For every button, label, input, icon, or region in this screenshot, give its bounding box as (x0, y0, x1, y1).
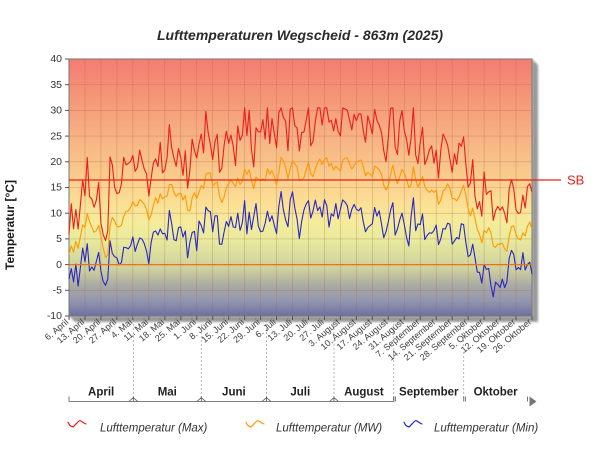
svg-text:Lufttemperatur (Max): Lufttemperatur (Max) (100, 423, 208, 435)
svg-text:30: 30 (50, 105, 62, 117)
svg-text:Lufttemperatur (Min): Lufttemperatur (Min) (434, 423, 538, 435)
svg-text:0: 0 (56, 259, 62, 271)
svg-text:10: 10 (50, 207, 62, 219)
svg-text:40: 40 (50, 53, 62, 65)
svg-text:Juni: Juni (222, 387, 246, 399)
svg-text:Juli: Juli (290, 387, 310, 399)
svg-text:August: August (344, 387, 384, 399)
svg-text:Oktober: Oktober (474, 387, 519, 399)
svg-text:20: 20 (50, 156, 62, 168)
svg-text:25: 25 (50, 130, 62, 142)
svg-text:5: 5 (56, 233, 62, 245)
svg-text:SB: SB (567, 173, 584, 188)
svg-text:35: 35 (50, 79, 62, 91)
svg-text:April: April (88, 387, 114, 399)
svg-text:Mai: Mai (158, 387, 177, 399)
svg-text:Lufttemperatur (MW): Lufttemperatur (MW) (276, 423, 382, 435)
svg-text:-5: -5 (53, 285, 62, 297)
svg-text:September: September (399, 387, 459, 399)
svg-text:15: 15 (50, 182, 62, 194)
